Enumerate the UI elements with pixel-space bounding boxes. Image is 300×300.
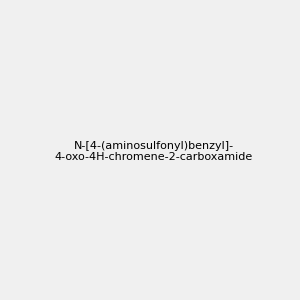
Text: N-[4-(aminosulfonyl)benzyl]-
4-oxo-4H-chromene-2-carboxamide: N-[4-(aminosulfonyl)benzyl]- 4-oxo-4H-ch… [55,141,253,162]
